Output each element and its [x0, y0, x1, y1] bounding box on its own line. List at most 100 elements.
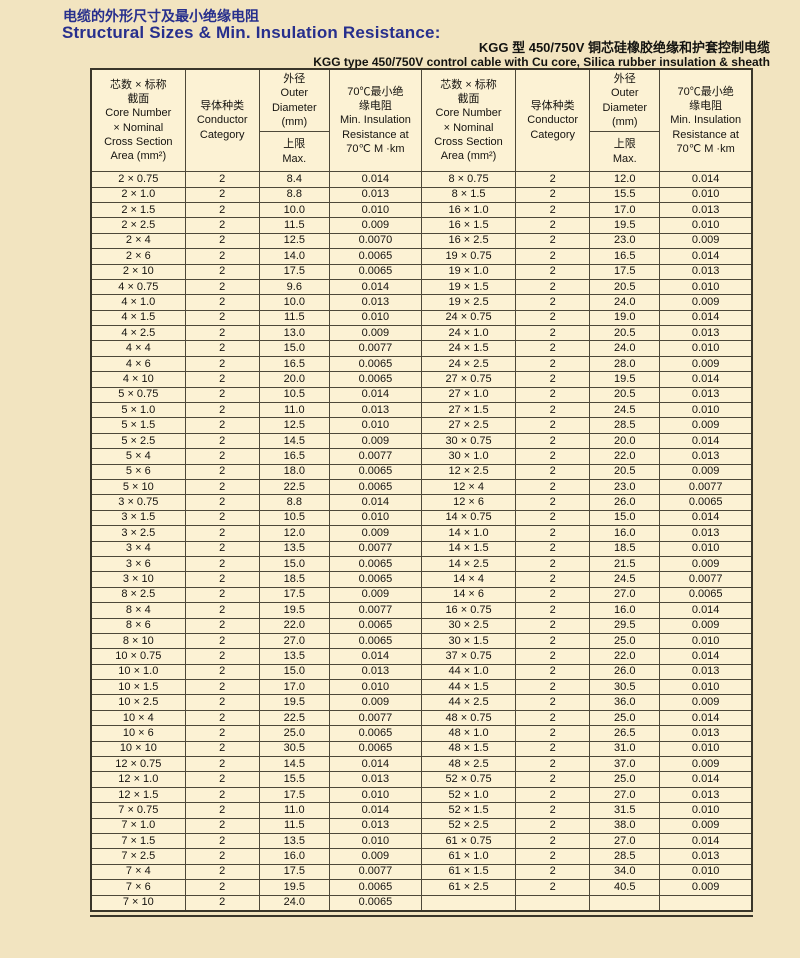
core-size-cell-right: 52 × 0.75: [420, 771, 517, 788]
core-size-cell-right: 14 × 4: [420, 571, 517, 588]
outer-diameter-cell-right: 28.0: [589, 355, 661, 373]
core-size-cell-right: 24 × 1.0: [420, 325, 517, 342]
core-size-cell-right: 27 × 2.5: [420, 417, 517, 434]
insulation-resistance-cell-left: 0.014: [328, 802, 422, 819]
outer-diameter-cell-left: 8.8: [258, 186, 330, 203]
header-core-number-right: 芯数 × 标称 截面 Core Number × Nominal Cross S…: [420, 68, 517, 173]
conductor-category-cell-left: 2: [184, 509, 260, 527]
outer-diameter-cell-left: 12.5: [258, 232, 330, 250]
outer-diameter-cell-left: 17.5: [258, 786, 330, 804]
conductor-category-cell-left: 2: [184, 371, 260, 388]
insulation-resistance-cell-right: 0.014: [659, 309, 753, 327]
conductor-category-cell-right: 2: [515, 571, 591, 588]
insulation-resistance-cell-left: 0.014: [328, 648, 422, 665]
conductor-category-cell-right: 2: [515, 340, 591, 357]
core-size-cell-left: 7 × 1.5: [90, 832, 186, 850]
table-row: 2 × 10 2 17.5 0.0065 19 × 1.0 2 17.5 0.013: [90, 263, 753, 280]
conductor-category-cell-right: 2: [515, 863, 591, 881]
table-row: 2 × 2.5 2 11.5 0.009 16 × 1.5 2 19.5 0.010: [90, 217, 753, 234]
outer-diameter-cell-left: 11.5: [258, 217, 330, 234]
conductor-category-cell-left: 2: [184, 756, 260, 773]
table-row: 4 × 2.5 2 13.0 0.009 24 × 1.0 2 20.5 0.013: [90, 325, 753, 342]
outer-diameter-cell-left: 8.8: [258, 494, 330, 511]
insulation-resistance-cell-left: 0.0077: [328, 602, 422, 619]
core-size-cell-right: 12 × 4: [420, 478, 517, 496]
table-row: 10 × 4 2 22.5 0.0077 48 × 0.75 2 25.0 0.014: [90, 709, 753, 727]
outer-diameter-cell-left: 22.5: [258, 478, 330, 496]
conductor-category-cell-right: 2: [515, 555, 591, 573]
table-row: 2 × 6 2 14.0 0.0065 19 × 0.75 2 16.5 0.014: [90, 248, 753, 265]
outer-diameter-cell-left: 8.4: [258, 171, 330, 188]
insulation-resistance-cell-left: 0.0065: [328, 740, 422, 758]
outer-diameter-cell-left: 11.0: [258, 402, 330, 419]
table-row: 2 × 4 2 12.5 0.0070 16 × 2.5 2 23.0 0.009: [90, 232, 753, 250]
insulation-resistance-cell-left: 0.0065: [328, 263, 422, 280]
conductor-category-cell-left: 2: [184, 525, 260, 542]
table-row: 7 × 0.75 2 11.0 0.014 52 × 1.5 2 31.5 0.010: [90, 802, 753, 819]
insulation-resistance-cell-right: 0.009: [659, 417, 753, 434]
core-size-cell-left: 4 × 0.75: [90, 278, 186, 296]
insulation-resistance-cell-left: 0.009: [328, 432, 422, 450]
conductor-category-cell-right: 2: [515, 832, 591, 850]
conductor-category-cell-left: 2: [184, 802, 260, 819]
insulation-resistance-cell-left: 0.014: [328, 756, 422, 773]
table-row: 4 × 1.5 2 11.5 0.010 24 × 0.75 2 19.0 0.014: [90, 309, 753, 327]
outer-diameter-cell-right: 19.5: [589, 371, 661, 388]
outer-diameter-cell-right: 24.5: [589, 571, 661, 588]
conductor-category-cell-left: 2: [184, 186, 260, 203]
outer-diameter-cell-right: 37.0: [589, 756, 661, 773]
insulation-resistance-cell-left: 0.0065: [328, 617, 422, 634]
outer-diameter-cell-left: 19.5: [258, 879, 330, 896]
outer-diameter-cell-left: 10.0: [258, 201, 330, 219]
insulation-resistance-cell-right: 0.009: [659, 617, 753, 634]
conductor-category-cell-left: 2: [184, 832, 260, 850]
insulation-resistance-cell-left: 0.009: [328, 325, 422, 342]
outer-diameter-cell-right: [589, 894, 661, 912]
core-size-cell-right: 14 × 1.5: [420, 540, 517, 557]
outer-diameter-cell-right: 24.0: [589, 340, 661, 357]
core-size-cell-left: 10 × 1.5: [90, 679, 186, 696]
outer-diameter-cell-right: 36.0: [589, 694, 661, 711]
table-row: 3 × 1.5 2 10.5 0.010 14 × 0.75 2 15.0 0.014: [90, 509, 753, 527]
conductor-category-cell-left: 2: [184, 632, 260, 650]
table-row: 5 × 2.5 2 14.5 0.009 30 × 0.75 2 20.0 0.014: [90, 432, 753, 450]
conductor-category-cell-right: 2: [515, 648, 591, 665]
table-row: 10 × 6 2 25.0 0.0065 48 × 1.0 2 26.5 0.013: [90, 725, 753, 742]
table-row: 10 × 0.75 2 13.5 0.014 37 × 0.75 2 22.0 0.014: [90, 648, 753, 665]
insulation-resistance-cell-right: 0.013: [659, 663, 753, 681]
insulation-resistance-cell-right: 0.0077: [659, 571, 753, 588]
conductor-category-cell-left: 2: [184, 217, 260, 234]
insulation-resistance-cell-right: 0.009: [659, 879, 753, 896]
outer-diameter-cell-right: 16.5: [589, 248, 661, 265]
page-title-chinese: 电缆的外形尺寸及最小绝缘电阻: [63, 8, 259, 24]
conductor-category-cell-left: 2: [184, 786, 260, 804]
conductor-category-cell-left: 2: [184, 571, 260, 588]
outer-diameter-cell-right: 26.0: [589, 663, 661, 681]
outer-diameter-cell-right: 15.0: [589, 509, 661, 527]
conductor-category-cell-right: 2: [515, 402, 591, 419]
core-size-cell-left: 7 × 1.0: [90, 817, 186, 834]
insulation-resistance-cell-right: 0.014: [659, 771, 753, 788]
outer-diameter-cell-right: 31.5: [589, 802, 661, 819]
table-row: 7 × 4 2 17.5 0.0077 61 × 1.5 2 34.0 0.010: [90, 863, 753, 881]
conductor-category-cell-left: 2: [184, 263, 260, 280]
conductor-category-cell-right: 2: [515, 725, 591, 742]
core-size-cell-left: 10 × 1.0: [90, 663, 186, 681]
conductor-category-cell-right: 2: [515, 494, 591, 511]
core-size-cell-left: 10 × 6: [90, 725, 186, 742]
core-size-cell-right: 52 × 2.5: [420, 817, 517, 834]
outer-diameter-cell-right: 19.5: [589, 217, 661, 234]
conductor-category-cell-left: 2: [184, 740, 260, 758]
insulation-resistance-cell-left: 0.010: [328, 417, 422, 434]
core-size-cell-right: 44 × 1.0: [420, 663, 517, 681]
core-size-cell-left: 3 × 6: [90, 555, 186, 573]
insulation-resistance-cell-right: 0.014: [659, 248, 753, 265]
core-size-cell-left: 4 × 2.5: [90, 325, 186, 342]
insulation-resistance-cell-left: 0.010: [328, 786, 422, 804]
core-size-cell-left: 10 × 4: [90, 709, 186, 727]
outer-diameter-cell-right: 17.0: [589, 201, 661, 219]
outer-diameter-cell-left: 17.5: [258, 263, 330, 280]
table-row: 5 × 6 2 18.0 0.0065 12 × 2.5 2 20.5 0.009: [90, 463, 753, 481]
core-size-cell-left: 3 × 2.5: [90, 525, 186, 542]
insulation-resistance-cell-left: 0.010: [328, 832, 422, 850]
